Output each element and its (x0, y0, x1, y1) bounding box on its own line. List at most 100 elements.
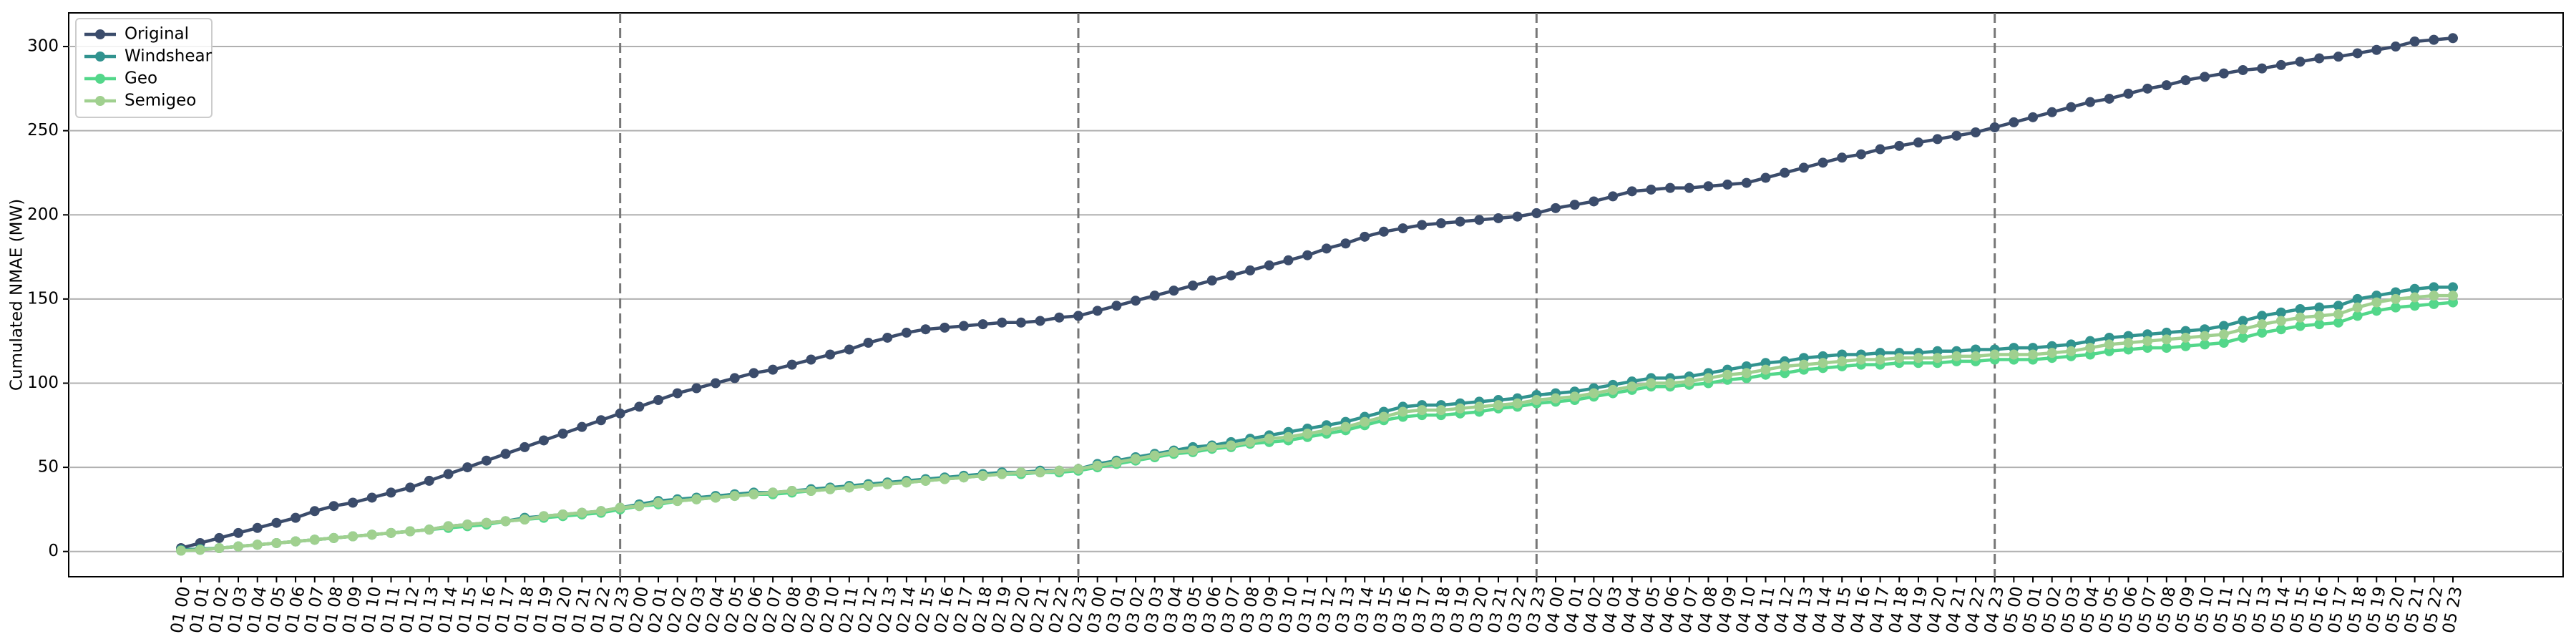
data-point (1169, 286, 1179, 296)
plot-frame (68, 12, 2564, 577)
data-point (1054, 312, 1065, 323)
data-point (825, 349, 836, 360)
data-point (2238, 316, 2248, 326)
data-point (1340, 238, 1351, 249)
data-point (997, 317, 1008, 328)
legend-marker (95, 29, 105, 39)
data-point (1646, 184, 1657, 195)
data-point (863, 480, 874, 491)
data-point (729, 373, 740, 384)
data-point (768, 487, 779, 498)
data-point (2218, 338, 2229, 348)
data-point (958, 472, 969, 483)
data-point (1493, 400, 1503, 411)
data-point (2028, 349, 2039, 360)
data-point (538, 435, 549, 446)
legend-marker (95, 52, 105, 62)
data-point (1111, 457, 1122, 468)
data-point (443, 469, 454, 479)
data-point (844, 344, 854, 355)
data-point (2180, 341, 2191, 351)
data-point (691, 494, 702, 504)
data-point (1798, 162, 1809, 173)
data-point (309, 506, 320, 517)
data-point (2123, 338, 2134, 348)
y-tick-label: 300 (27, 37, 59, 56)
data-point (1226, 270, 1236, 280)
data-point (615, 408, 625, 419)
data-point (997, 469, 1008, 479)
data-point (1378, 411, 1389, 422)
data-point (1703, 373, 1714, 384)
data-point (1760, 364, 1771, 375)
data-point (748, 489, 759, 499)
data-point (1780, 361, 1790, 371)
data-point (2180, 332, 2191, 343)
data-point (2046, 348, 2057, 358)
data-point (1321, 243, 1332, 254)
data-point (233, 527, 244, 538)
data-point (1626, 186, 1637, 197)
data-point (958, 321, 969, 331)
data-point (2314, 302, 2325, 313)
data-point (1188, 280, 1199, 291)
data-point (1932, 134, 1943, 145)
data-point (2085, 97, 2096, 107)
data-point (2238, 332, 2248, 343)
data-point (977, 319, 988, 330)
data-point (1378, 226, 1389, 237)
data-point (653, 395, 664, 406)
y-tick-label: 100 (27, 374, 59, 392)
data-point (711, 378, 721, 389)
data-point (1684, 376, 1694, 387)
data-point (1932, 353, 1943, 364)
data-point (2409, 283, 2420, 294)
data-point (882, 479, 893, 489)
data-point (557, 429, 568, 439)
data-point (1970, 351, 1981, 361)
data-point (1665, 378, 1676, 389)
data-point (2161, 80, 2172, 91)
data-point (2123, 88, 2134, 99)
data-point (1760, 172, 1771, 183)
data-point (1970, 127, 1981, 138)
data-point (1015, 467, 1026, 478)
data-point (1455, 403, 1465, 414)
data-point (2218, 321, 2229, 331)
data-point (1206, 441, 1217, 452)
data-point (2161, 343, 2172, 353)
data-point (1073, 311, 1083, 321)
data-point (2314, 311, 2325, 321)
data-point (2352, 311, 2363, 321)
data-point (557, 509, 568, 519)
data-point (214, 543, 225, 554)
data-point (405, 482, 416, 493)
data-point (2429, 298, 2439, 309)
data-point (1512, 398, 1523, 409)
data-point (595, 415, 606, 426)
data-point (2009, 117, 2019, 127)
data-point (252, 522, 263, 533)
data-point (176, 545, 186, 556)
data-point (2180, 75, 2191, 86)
data-point (1283, 431, 1294, 442)
data-point (1188, 445, 1199, 456)
data-point (2104, 339, 2114, 350)
data-point (1875, 144, 1885, 155)
data-point (901, 477, 912, 488)
data-point (195, 545, 205, 555)
data-point (768, 364, 779, 375)
data-point (1798, 359, 1809, 370)
data-point (2295, 57, 2306, 67)
data-point (1913, 353, 1923, 364)
data-point (2429, 34, 2439, 45)
data-point (2333, 317, 2343, 328)
data-point (291, 512, 301, 523)
data-point (1722, 179, 1733, 190)
data-point (1360, 231, 1370, 242)
data-point (882, 332, 893, 343)
data-point (2161, 334, 2172, 345)
data-point (291, 536, 301, 547)
data-point (729, 491, 740, 502)
